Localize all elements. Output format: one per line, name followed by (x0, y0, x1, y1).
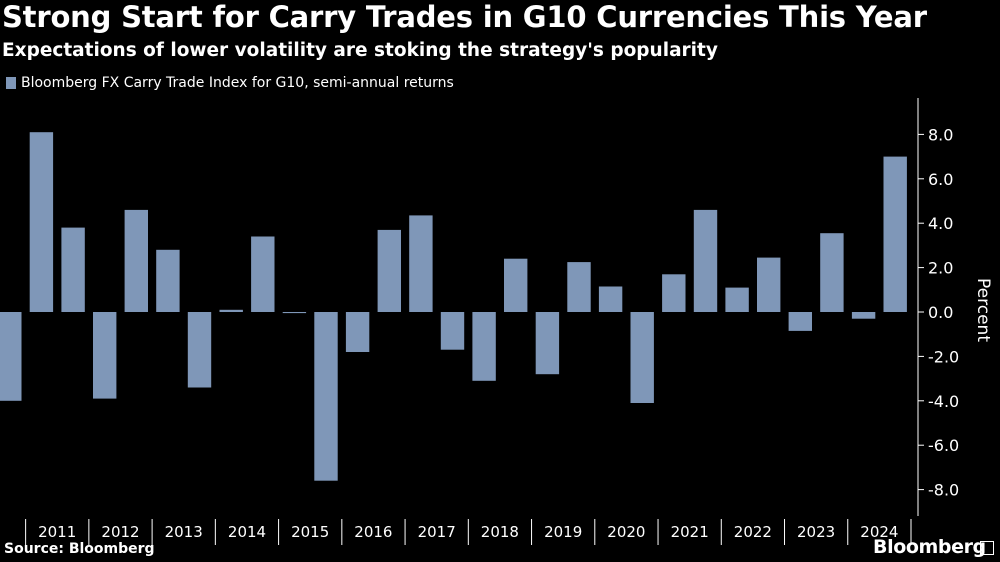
y-tick-label: 6.0 (928, 170, 953, 189)
bar-2010-h2 (0, 312, 22, 401)
bar-2017-h1 (409, 215, 433, 312)
x-tick-label-2021: 2021 (671, 523, 709, 541)
y-tick-label: 2.0 (928, 259, 953, 278)
bar-2018-h2 (504, 258, 528, 312)
x-tick-label-2024: 2024 (860, 523, 898, 541)
x-tick-label-2020: 2020 (607, 523, 645, 541)
y-tick-label: -6.0 (928, 436, 959, 455)
x-tick-label-2014: 2014 (228, 523, 266, 541)
bar-2022-h1 (725, 287, 749, 312)
x-tick-label-2019: 2019 (544, 523, 582, 541)
bar-2024-h1 (851, 312, 876, 319)
bar-2014-h2 (251, 236, 275, 312)
bar-2019-h2 (567, 262, 591, 312)
bar-2020-h1 (598, 286, 623, 312)
x-tick-label-2016: 2016 (354, 523, 392, 541)
chart-subtitle: Expectations of lower volatility are sto… (2, 40, 718, 61)
x-tick-label-2011: 2011 (38, 523, 76, 541)
bar-2016-h1 (345, 312, 370, 352)
bar-2023-h1 (788, 312, 812, 331)
x-tick-label-2017: 2017 (418, 523, 456, 541)
legend-swatch (6, 77, 16, 89)
x-tick-label-2022: 2022 (734, 523, 772, 541)
bar-2013-h2 (187, 312, 212, 388)
bloomberg-logo-mark-icon (980, 541, 994, 555)
y-axis: 8.0 6.0 4.0 2.0 0.0 -2.0 -4.0 -6.0 -8.0 (917, 98, 959, 516)
x-axis: 2011 2012 2013 2014 2015 2016 2017 2018 2019 2020… (25, 519, 912, 545)
y-tick-label: 8.0 (928, 125, 953, 144)
bar-2011-h2 (61, 227, 85, 312)
bar-2021-h1 (662, 274, 686, 312)
bar-2022-h2 (757, 257, 781, 312)
y-tick-label: 0.0 (928, 303, 953, 322)
x-tick-label-2015: 2015 (291, 523, 329, 541)
x-tick-label-2013: 2013 (165, 523, 203, 541)
y-tick-label: -4.0 (928, 392, 959, 411)
bar-2017-h2 (440, 312, 465, 350)
bar-2016-h2 (377, 229, 401, 312)
bar-2024-h2 (883, 156, 907, 312)
y-tick-label: -2.0 (928, 347, 959, 366)
bar-2021-h2 (693, 209, 718, 312)
bar-2012-h2 (124, 209, 148, 312)
bloomberg-logo: Bloomberg (873, 536, 986, 558)
bar-2015-h2 (314, 312, 338, 481)
legend: Bloomberg FX Carry Trade Index for G10, … (6, 75, 454, 91)
x-tick-label-2018: 2018 (481, 523, 519, 541)
chart-title: Strong Start for Carry Trades in G10 Cur… (2, 0, 927, 34)
bar-2023-h2 (820, 233, 844, 312)
bar-2012-h1 (93, 312, 117, 399)
bar-2015-h1 (282, 312, 307, 314)
bar-2019-h1 (535, 312, 560, 375)
legend-label: Bloomberg FX Carry Trade Index for G10, … (21, 75, 454, 91)
bar-2011-h1 (29, 132, 54, 312)
x-tick-label-2023: 2023 (797, 523, 835, 541)
source-note: Source: Bloomberg (4, 541, 155, 557)
y-tick-label: 4.0 (928, 214, 953, 233)
bar-2018-h1 (472, 312, 496, 381)
y-axis-label: Percent (973, 278, 993, 342)
x-tick-label-2012: 2012 (101, 523, 139, 541)
y-tick-label: -8.0 (928, 481, 959, 500)
bar-2013-h1 (156, 249, 180, 312)
bars-group (0, 132, 907, 481)
bar-2020-h2 (630, 312, 654, 403)
bar-2014-h1 (219, 309, 243, 312)
